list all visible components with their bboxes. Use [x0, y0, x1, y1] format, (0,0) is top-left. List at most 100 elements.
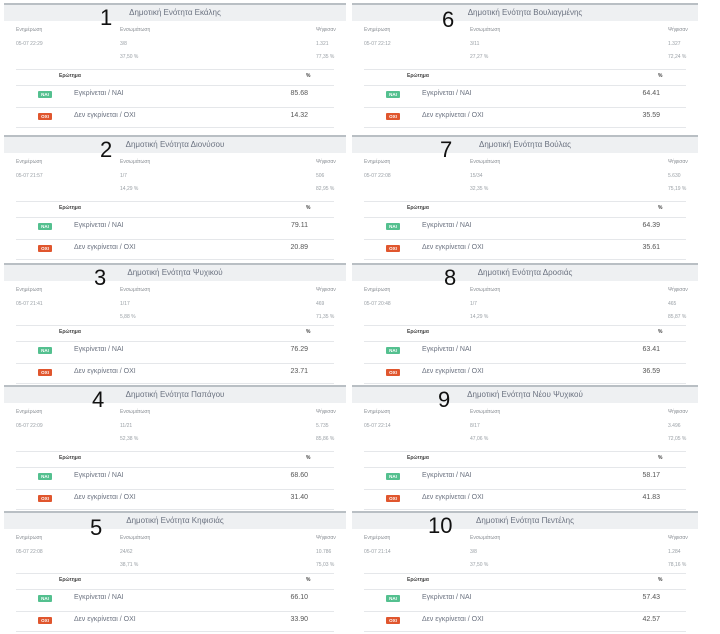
yes-badge: ΝΑΙ: [38, 91, 52, 98]
panel-title: Δημοτική Ενότητα Ψυχικού: [4, 263, 346, 281]
voters-count: 3.496: [668, 423, 681, 429]
counted-label: Ενσωμάτωση: [120, 409, 151, 415]
turnout-percent: 72,05 %: [668, 436, 687, 442]
stations-count: 3/8: [120, 41, 127, 47]
divider: [16, 259, 334, 260]
divider: [16, 573, 334, 574]
percent-header: %: [658, 577, 663, 583]
divider: [16, 383, 334, 384]
voters-count: 1.284: [668, 549, 681, 555]
divider: [16, 631, 334, 632]
divider: [16, 239, 334, 240]
votes-label: Ψήφισαν: [316, 287, 336, 293]
yes-badge: ΝΑΙ: [386, 223, 400, 230]
panel-number: 10: [428, 513, 453, 538]
question-header: Ερώτημα: [407, 205, 429, 211]
turnout-percent: 72,24 %: [668, 54, 687, 60]
votes-label: Ψήφισαν: [668, 287, 688, 293]
no-percent: 41.83: [642, 494, 660, 501]
divider: [16, 201, 334, 202]
update-time: 05-07 22:08: [16, 549, 43, 555]
votes-label: Ψήφισαν: [316, 27, 336, 33]
counted-label: Ενσωμάτωση: [120, 287, 151, 293]
stations-count: 1/7: [120, 173, 127, 179]
divider: [16, 107, 334, 108]
stations-percent: 37,50 %: [470, 562, 489, 568]
region-panel: Δημοτική Ενότητα Εκάλης 1 Ενημέρωση Ενσωμάτ…: [4, 3, 346, 129]
turnout-percent: 85,86 %: [316, 436, 335, 442]
divider: [16, 325, 334, 326]
divider: [364, 631, 686, 632]
no-option-label: Δεν εγκρίνεται / ΟΧΙ: [74, 244, 136, 251]
turnout-percent: 82,95 %: [316, 186, 335, 192]
divider: [16, 85, 334, 86]
yes-badge: ΝΑΙ: [38, 473, 52, 480]
turnout-percent: 78,16 %: [668, 562, 687, 568]
no-badge: ΟΧΙ: [386, 495, 400, 502]
yes-percent: 66.10: [290, 594, 308, 601]
votes-label: Ψήφισαν: [668, 535, 688, 541]
yes-badge: ΝΑΙ: [386, 595, 400, 602]
question-header: Ερώτημα: [407, 455, 429, 461]
stations-percent: 14,29 %: [470, 314, 489, 320]
voters-count: 465: [668, 301, 677, 307]
panel-number: 5: [90, 515, 103, 540]
update-time: 05-07 22:08: [364, 173, 391, 179]
stations-percent: 37,50 %: [120, 54, 139, 60]
yes-percent: 64.41: [642, 90, 660, 97]
updated-label: Ενημέρωση: [16, 287, 43, 293]
yes-badge: ΝΑΙ: [386, 473, 400, 480]
percent-header: %: [306, 73, 311, 79]
counted-label: Ενσωμάτωση: [470, 409, 501, 415]
yes-percent: 76.29: [290, 346, 308, 353]
region-panel: Δημοτική Ενότητα Παπάγου 4 Ενημέρωση Ενσωμά…: [4, 385, 346, 510]
divider: [364, 489, 686, 490]
region-panel: Δημοτική Ενότητα Βουλιαγμένης 6 Ενημέρωση Ε…: [352, 3, 698, 129]
region-panel: Δημοτική Ενότητα Διονύσου 2 Ενημέρωση Ενσωμ…: [4, 135, 346, 261]
divider: [364, 69, 686, 70]
no-option-label: Δεν εγκρίνεται / ΟΧΙ: [422, 494, 484, 501]
panel-number: 7: [440, 137, 453, 162]
stations-count: 8/17: [470, 423, 480, 429]
turnout-percent: 85,87 %: [668, 314, 687, 320]
divider: [364, 509, 686, 510]
no-badge: ΟΧΙ: [386, 617, 400, 624]
turnout-percent: 77,35 %: [316, 54, 335, 60]
stations-percent: 14,29 %: [120, 186, 139, 192]
divider: [16, 217, 334, 218]
stations-percent: 5,88 %: [120, 314, 136, 320]
panel-title: Δημοτική Ενότητα Νέου Ψυχικού: [352, 385, 698, 403]
update-time: 05-07 21:57: [16, 173, 43, 179]
divider: [16, 127, 334, 128]
voters-count: 1.321: [316, 41, 329, 47]
updated-label: Ενημέρωση: [16, 409, 43, 415]
no-percent: 35.59: [642, 112, 660, 119]
updated-label: Ενημέρωση: [16, 159, 43, 165]
no-option-label: Δεν εγκρίνεται / ΟΧΙ: [74, 494, 136, 501]
percent-header: %: [658, 329, 663, 335]
yes-badge: ΝΑΙ: [386, 347, 400, 354]
voters-count: 10.786: [316, 549, 332, 555]
no-badge: ΟΧΙ: [386, 369, 400, 376]
no-percent: 14.32: [290, 112, 308, 119]
divider: [16, 611, 334, 612]
percent-header: %: [306, 455, 311, 461]
updated-label: Ενημέρωση: [364, 27, 391, 33]
no-option-label: Δεν εγκρίνεται / ΟΧΙ: [422, 616, 484, 623]
votes-label: Ψήφισαν: [316, 409, 336, 415]
panel-title: Δημοτική Ενότητα Εκάλης: [4, 3, 346, 21]
no-percent: 23.71: [290, 368, 308, 375]
panel-number: 2: [100, 137, 113, 162]
percent-header: %: [306, 577, 311, 583]
percent-header: %: [658, 205, 663, 211]
no-option-label: Δεν εγκρίνεται / ΟΧΙ: [422, 244, 484, 251]
yes-percent: 68.60: [290, 472, 308, 479]
panel-title: Δημοτική Ενότητα Βουλιαγμένης: [352, 3, 698, 21]
divider: [16, 363, 334, 364]
question-header: Ερώτημα: [59, 73, 81, 79]
panel-title: Δημοτική Ενότητα Πεντέλης: [352, 511, 698, 529]
voters-count: 5.630: [668, 173, 681, 179]
stations-count: 1/17: [120, 301, 130, 307]
votes-label: Ψήφισαν: [668, 27, 688, 33]
yes-option-label: Εγκρίνεται / ΝΑΙ: [422, 222, 472, 229]
